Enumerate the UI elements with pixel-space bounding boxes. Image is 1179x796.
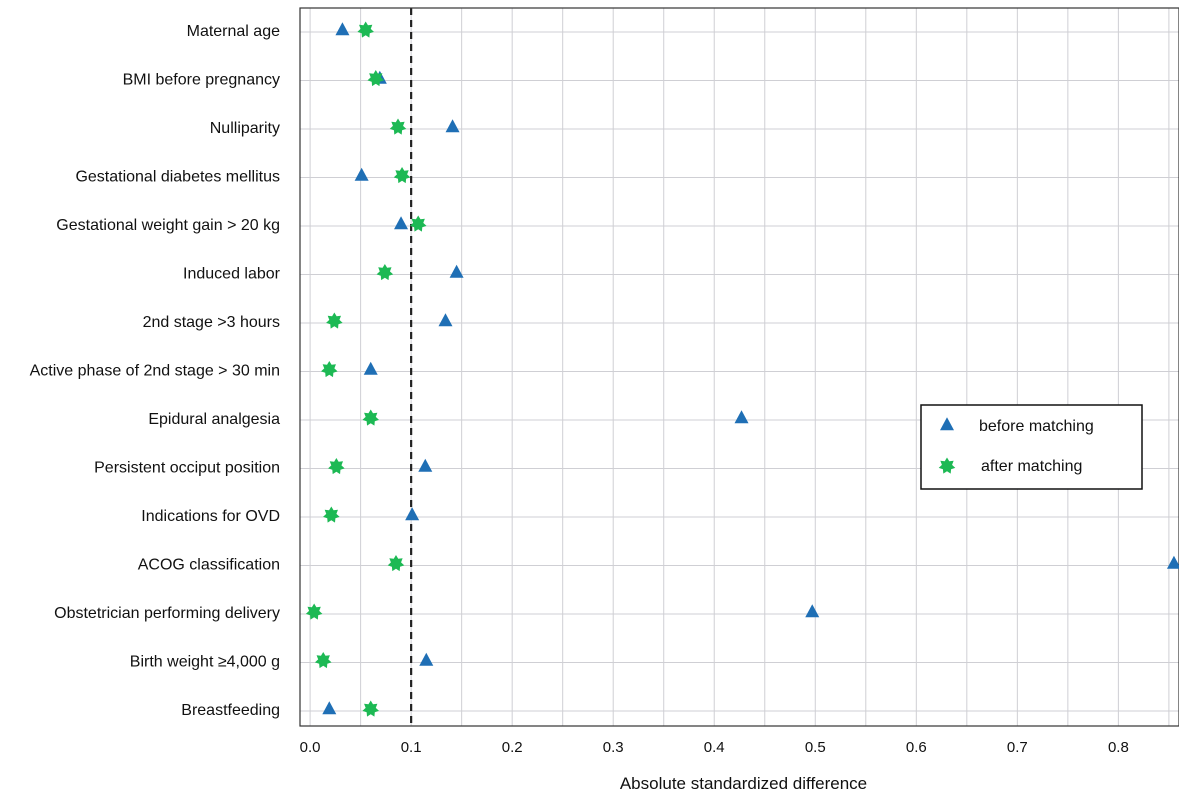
x-tick-labels: 0.0 0.1 0.2 0.3 0.4 0.5 0.6 0.7 0.8 [300, 739, 1129, 756]
legend-marker-before-matching [940, 417, 954, 431]
legend-label: before matching [979, 418, 1094, 435]
category-label: Indications for OVD [141, 508, 280, 525]
category-label: Persistent occiput position [94, 460, 280, 477]
point-before-matching [445, 119, 460, 133]
grid [300, 8, 1179, 726]
category-label: Obstetrician performing delivery [54, 605, 280, 622]
data-marks [305, 21, 1179, 717]
category-label: Induced labor [183, 266, 281, 283]
point-before-matching [363, 361, 378, 375]
legend-marker-after-matching [938, 457, 956, 474]
point-before-matching [449, 264, 464, 278]
point-after-matching [367, 70, 385, 87]
point-after-matching [389, 118, 407, 135]
point-after-matching [328, 458, 345, 475]
point-after-matching [321, 361, 338, 378]
category-label: Birth weight ≥4,000 g [130, 654, 280, 671]
legend-label: after matching [981, 458, 1082, 475]
point-after-matching [357, 21, 374, 38]
category-labels: Maternal age BMI before pregnancy Nullipar… [30, 23, 281, 719]
point-after-matching [393, 167, 411, 184]
point-after-matching [387, 555, 405, 572]
point-before-matching [419, 652, 434, 666]
category-label: Maternal age [187, 23, 280, 40]
legend-box [920, 404, 1143, 490]
point-before-matching [335, 22, 350, 36]
category-label: Gestational weight gain > 20 kg [56, 217, 280, 234]
legend: before matching after matching [920, 404, 1143, 490]
point-before-matching [354, 167, 369, 181]
x-tick-label: 0.2 [502, 739, 523, 756]
category-label: ACOG classification [138, 557, 280, 574]
category-label: Gestational diabetes mellitus [75, 169, 280, 186]
x-tick-label: 0.4 [704, 739, 725, 756]
point-before-matching [805, 604, 820, 618]
point-before-matching [1166, 555, 1179, 569]
point-after-matching [362, 700, 380, 717]
point-after-matching [362, 409, 380, 426]
x-tick-label: 0.6 [906, 739, 927, 756]
point-before-matching [418, 458, 433, 472]
x-tick-label: 0.5 [805, 739, 826, 756]
plot-frame [299, 7, 1179, 727]
x-tick-label: 0.8 [1108, 739, 1129, 756]
point-after-matching [326, 312, 343, 329]
point-after-matching [323, 506, 340, 523]
point-after-matching [305, 603, 323, 620]
point-before-matching [322, 701, 337, 715]
category-label: BMI before pregnancy [123, 72, 280, 89]
x-tick-label: 0.7 [1007, 739, 1028, 756]
category-label: 2nd stage >3 hours [143, 314, 280, 331]
category-label: Epidural analgesia [148, 411, 280, 428]
x-tick-label: 0.1 [401, 739, 422, 756]
category-label: Breastfeeding [181, 702, 280, 719]
x-tick-label: 0.3 [603, 739, 624, 756]
point-before-matching [734, 410, 749, 424]
category-label: Active phase of 2nd stage > 30 min [30, 363, 280, 380]
category-label: Nulliparity [210, 120, 280, 137]
point-before-matching [394, 216, 409, 230]
point-before-matching [438, 313, 453, 327]
point-after-matching [314, 652, 332, 669]
point-after-matching [409, 215, 427, 232]
x-tick-label: 0.0 [300, 739, 321, 756]
x-axis-title: Absolute standardized difference [620, 774, 867, 793]
point-after-matching [376, 264, 394, 281]
point-before-matching [405, 507, 420, 521]
